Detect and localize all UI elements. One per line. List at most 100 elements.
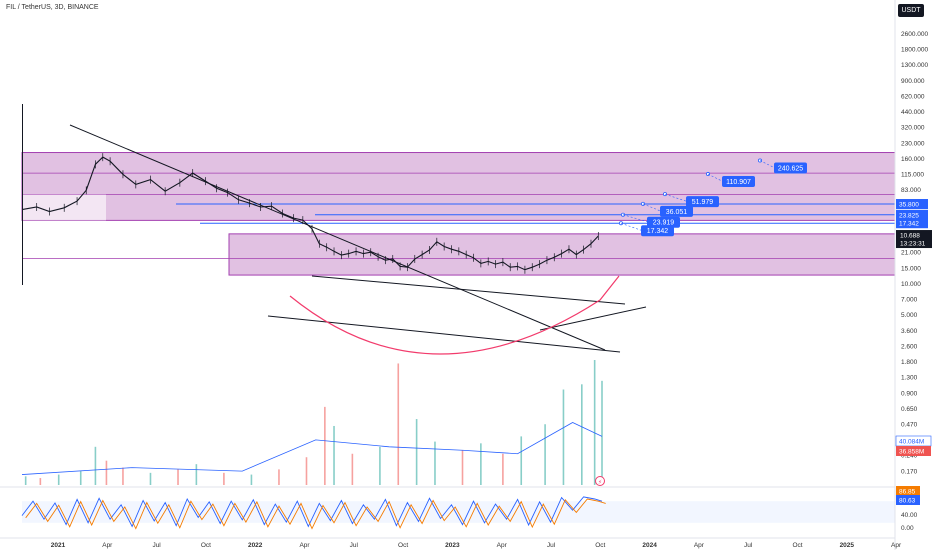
level-axis-label: 17.342 bbox=[899, 221, 919, 228]
currency-button[interactable]: USDT bbox=[898, 4, 924, 17]
volume-bar bbox=[24, 476, 27, 485]
price-tick-label: 2.600 bbox=[901, 343, 918, 350]
level-axis-tag bbox=[896, 218, 928, 229]
volume-bar bbox=[149, 472, 152, 485]
last-price-tag bbox=[896, 230, 932, 249]
target-label: 240.625 bbox=[778, 166, 803, 173]
downtrend-line bbox=[69, 124, 606, 351]
time-tick-label: Apr bbox=[694, 542, 705, 549]
level-axis-label: 35.800 bbox=[899, 202, 919, 209]
price-tick-label: 620.000 bbox=[901, 93, 925, 100]
price-tick-label: 21.000 bbox=[901, 250, 921, 257]
target-dot bbox=[641, 201, 646, 206]
volume-bar bbox=[520, 436, 523, 485]
volume-bar bbox=[379, 446, 381, 485]
time-tick-label: Apr bbox=[497, 542, 508, 549]
volume-bar bbox=[177, 469, 179, 485]
flash-event-glyph: ⚡ bbox=[598, 479, 602, 486]
volume-bar bbox=[94, 446, 97, 485]
axis-bg bbox=[895, 0, 932, 550]
price-tick-label: 320.000 bbox=[901, 125, 925, 132]
stoch-tag-1: 86.85 bbox=[899, 489, 916, 496]
target-connector bbox=[707, 173, 723, 182]
target-label-bg bbox=[647, 216, 680, 228]
time-tick-label: Jul bbox=[350, 542, 359, 549]
volume-bar bbox=[105, 460, 108, 485]
price-tick-label: 2600.000 bbox=[901, 31, 928, 38]
stoch-d-line bbox=[25, 498, 606, 530]
volume-ma-line bbox=[21, 422, 603, 475]
volume-bar bbox=[581, 384, 583, 485]
volume-bar bbox=[415, 419, 418, 485]
target-label-bg bbox=[686, 196, 719, 208]
time-tick-label: Jul bbox=[744, 542, 753, 549]
zone-box bbox=[228, 233, 896, 276]
stoch-band bbox=[22, 501, 895, 523]
volume-bar bbox=[544, 424, 546, 485]
volume-bar bbox=[122, 467, 124, 485]
time-tick-label: Apr bbox=[102, 542, 113, 549]
target-label-bg bbox=[774, 162, 807, 174]
price-tick-label: 1300.000 bbox=[901, 62, 928, 69]
price-tick-label: 440.000 bbox=[901, 109, 925, 116]
price-layer bbox=[21, 104, 599, 285]
time-tick-label: 2025 bbox=[840, 542, 855, 549]
time-tick-label: 2021 bbox=[51, 542, 66, 549]
breakout-line bbox=[539, 306, 647, 331]
level-axis-label: 23.825 bbox=[899, 212, 919, 219]
target-connector bbox=[759, 160, 775, 168]
price-tick-label: 0.900 bbox=[901, 390, 918, 397]
level-axis-tag bbox=[896, 209, 928, 220]
volume-tag-2-bg bbox=[896, 446, 931, 456]
level-axis-tag bbox=[896, 199, 928, 210]
price-tick-label: 10.000 bbox=[901, 281, 921, 288]
price-tick-label: 115.000 bbox=[901, 172, 924, 179]
target-connector bbox=[620, 222, 642, 231]
stoch-k-line bbox=[21, 496, 603, 528]
time-tick-label: Apr bbox=[891, 542, 902, 549]
levels-layer bbox=[176, 203, 895, 224]
target-label: 23.919 bbox=[653, 220, 675, 227]
price-tick-label: 1.300 bbox=[901, 375, 918, 382]
volume-bar bbox=[57, 474, 60, 485]
stoch-tag-1-bg bbox=[896, 486, 920, 496]
volume-bar bbox=[278, 469, 280, 485]
price-tick-label: 0.650 bbox=[901, 406, 918, 413]
time-tick-label: 2022 bbox=[248, 542, 263, 549]
target-dot bbox=[621, 212, 626, 217]
target-label-bg bbox=[641, 225, 674, 237]
volume-bar bbox=[461, 450, 464, 485]
volume-bar bbox=[250, 474, 253, 485]
price-tick-label: 3.600 bbox=[901, 328, 918, 335]
price-tick-label: 15.000 bbox=[901, 265, 921, 272]
volume-tag-1: 40.084M bbox=[899, 439, 924, 446]
volume-bar bbox=[593, 360, 596, 485]
stochastic-pane bbox=[0, 486, 895, 530]
time-tick-label: Oct bbox=[201, 542, 211, 549]
price-tick-label: 1.800 bbox=[901, 359, 918, 366]
stoch-tag-2-bg bbox=[896, 495, 920, 505]
volume-bar bbox=[434, 441, 436, 485]
time-tick-label: Apr bbox=[299, 542, 310, 549]
time-tick-label: 2023 bbox=[445, 542, 460, 549]
time-tick-label: Jul bbox=[547, 542, 556, 549]
stoch-tag-2: 80.63 bbox=[899, 498, 916, 505]
price-tick-label: 160.000 bbox=[901, 156, 925, 163]
volume-layer: ⚡ bbox=[21, 360, 605, 486]
symbol-label: FIL / TetherUS, 3D, BINANCE bbox=[6, 4, 99, 11]
channel-top-line bbox=[311, 275, 626, 305]
price-axis: 2600.000 1800.000 1300.000 900.000 620.000 44… bbox=[894, 0, 932, 550]
time-tick-label: Oct bbox=[792, 542, 802, 549]
price-tick-label: 0.470 bbox=[901, 422, 918, 429]
time-tick-label: 2024 bbox=[642, 542, 657, 549]
volume-bar bbox=[601, 380, 603, 485]
cup-curve bbox=[289, 275, 620, 355]
volume-bar bbox=[562, 389, 565, 485]
volume-bar bbox=[480, 443, 482, 485]
price-tick-label: 83.000 bbox=[901, 187, 921, 194]
target-connector bbox=[622, 214, 648, 222]
volume-bar bbox=[223, 472, 225, 485]
